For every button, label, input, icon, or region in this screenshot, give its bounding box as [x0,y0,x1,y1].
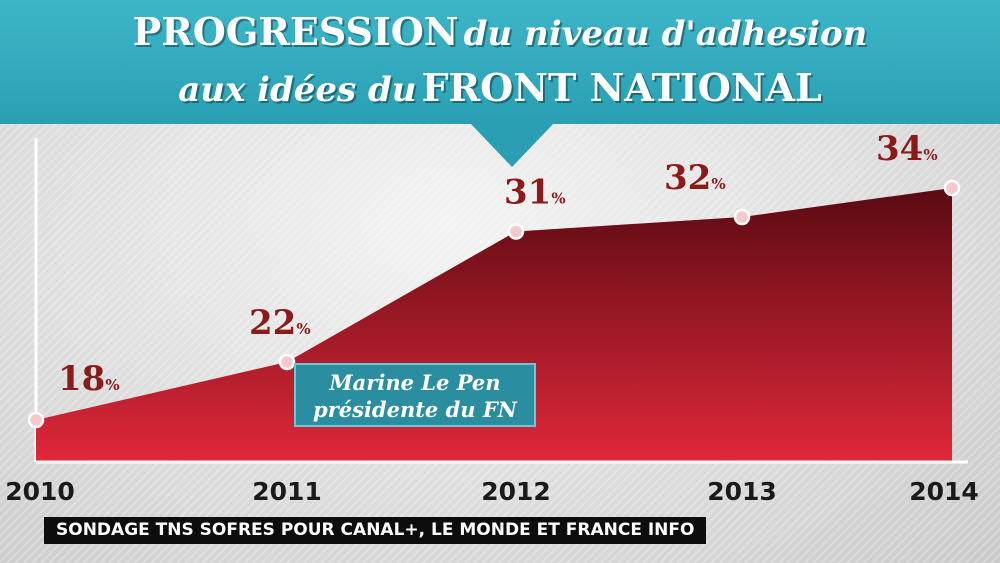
annotation-box: Marine Le Pen présidente du FN [294,363,536,427]
source-caption: SONDAGE TNS SOFRES POUR CANAL+, LE MONDE… [44,517,707,544]
title-italic-1: du niveau d'adhesion [463,14,868,54]
header-banner [0,0,1000,124]
x-tick-2013: 2013 [707,477,777,506]
title-strong-2: FRONT NATIONAL [421,65,822,110]
area-series [36,188,952,462]
title-strong-1: PROGRESSION [132,9,459,54]
data-point-2014 [943,179,961,197]
chart-title: PROGRESSION du niveau d'adhesion aux idé… [0,8,1000,120]
data-point-2012 [507,223,525,240]
value-label-2014: 34% [876,129,938,169]
x-tick-2010: 2010 [5,477,75,506]
title-italic-2: aux idées du [178,70,417,110]
title-line-2: aux idées du FRONT NATIONAL [0,64,1000,120]
x-tick-2012: 2012 [481,477,551,506]
value-label-2012: 31% [504,173,566,213]
x-tick-2014: 2014 [909,477,979,506]
title-line-1: PROGRESSION du niveau d'adhesion [0,8,1000,64]
value-label-2011: 22% [249,303,311,343]
value-label-2010: 18% [58,359,120,399]
data-point-2010 [27,411,45,429]
x-tick-2011: 2011 [252,477,322,506]
value-label-2013: 32% [664,158,726,198]
data-point-2011 [278,353,296,371]
header-pointer [470,123,554,167]
data-point-2013 [733,208,751,226]
annotation-line-1: Marine Le Pen [329,370,501,395]
annotation-line-2: présidente du FN [313,397,517,422]
